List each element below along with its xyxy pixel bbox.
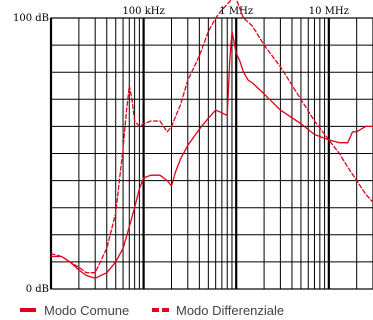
series-line-modo-comune [50, 30, 373, 279]
series-line-modo-differenziale [50, 0, 373, 274]
legend-label-modo-comune: Modo Comune [44, 302, 130, 318]
line-chart: 100 kHz 1 MHz 10 MHz 100 dB 0 dB [13, 0, 373, 295]
x-tick-label: 1 MHz [219, 6, 253, 17]
legend-swatch-solid [20, 308, 36, 312]
legend-label-modo-differenziale: Modo Differenziale [176, 302, 285, 318]
legend-item-modo-comune: Modo Comune [20, 300, 129, 320]
legend-swatch-dashed [152, 308, 169, 312]
x-tick-label: 100 kHz [122, 6, 164, 17]
y-tick-label: 0 dB [26, 284, 49, 295]
x-tick-label: 10 MHz [309, 6, 349, 17]
y-tick-label: 100 dB [13, 13, 49, 24]
legend: Modo Comune Modo Differenziale [0, 300, 373, 320]
legend-item-modo-differenziale: Modo Differenziale [152, 300, 284, 320]
